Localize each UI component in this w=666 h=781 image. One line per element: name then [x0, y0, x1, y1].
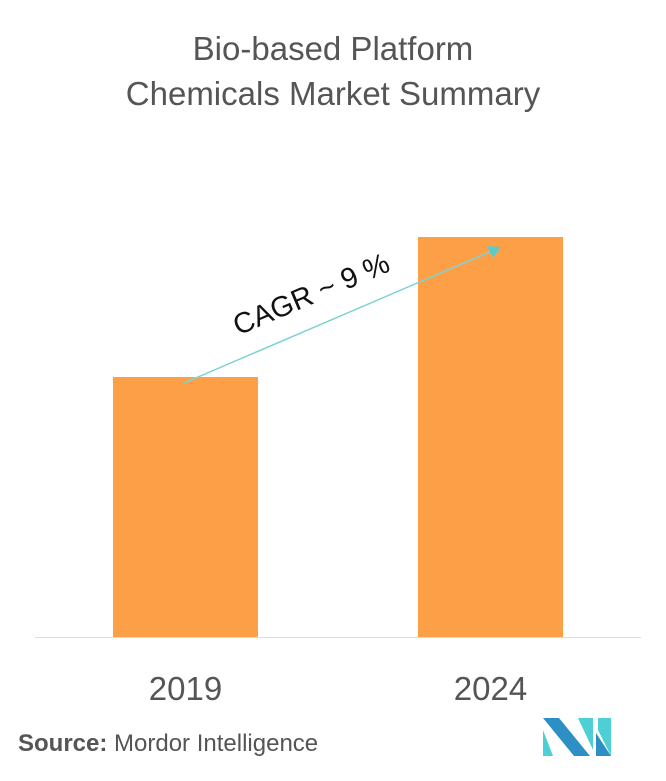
cagr-arrow — [183, 250, 493, 384]
source-note: Source: Mordor Intelligence — [18, 730, 318, 758]
title-line-2: Chemicals Market Summary — [125, 75, 541, 112]
x-tick-label: 2024 — [454, 670, 527, 707]
bar-2024 — [418, 237, 563, 637]
source-text: Mordor Intelligence — [114, 730, 319, 757]
source-label: Source: — [18, 730, 108, 757]
bar-2019 — [113, 377, 258, 637]
x-tick-label: 2019 — [149, 670, 222, 707]
title-line-1: Bio-based Platform — [192, 30, 474, 67]
arrowhead-icon — [487, 246, 501, 258]
chart-title: Bio-based Platform Chemicals Market Summ… — [0, 26, 666, 116]
